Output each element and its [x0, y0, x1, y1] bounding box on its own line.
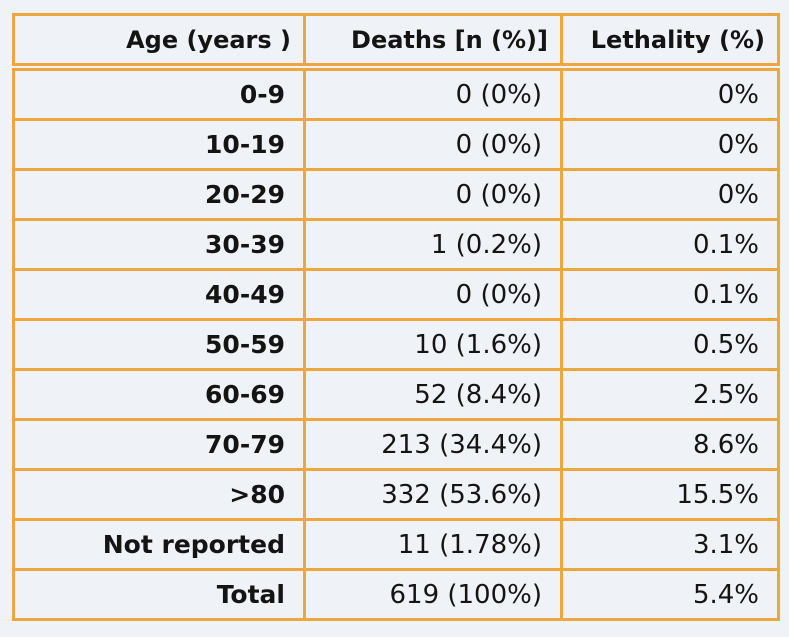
lethality-cell: 5.4% [560, 568, 780, 621]
lethality-cell: 2.5% [560, 368, 780, 421]
table-body: 0-9 0 (0%) 0% 10-19 0 (0%) 0% 20-29 0 (0… [12, 65, 780, 621]
deaths-cell: 52 (8.4%) [303, 368, 563, 421]
deaths-cell: 0 (0%) [303, 168, 563, 221]
deaths-cell: 0 (0%) [303, 65, 563, 121]
lethality-cell: 0% [560, 168, 780, 221]
table-row: >80 332 (53.6%) 15.5% [12, 468, 780, 521]
deaths-cell: 332 (53.6%) [303, 468, 563, 521]
age-cell: Not reported [12, 518, 306, 571]
header-row: Age (years ) Deaths [n (%)] Lethality (%… [12, 13, 780, 71]
table-row: 40-49 0 (0%) 0.1% [12, 268, 780, 321]
age-cell: >80 [12, 468, 306, 521]
table-header: Age (years ) Deaths [n (%)] Lethality (%… [12, 13, 780, 71]
table-row: Not reported 11 (1.78%) 3.1% [12, 518, 780, 571]
age-lethality-table: Age (years ) Deaths [n (%)] Lethality (%… [12, 13, 780, 621]
age-cell: 30-39 [12, 218, 306, 271]
header-deaths: Deaths [n (%)] [303, 13, 563, 71]
lethality-cell: 0.1% [560, 218, 780, 271]
table-row: 10-19 0 (0%) 0% [12, 118, 780, 171]
table-row: 60-69 52 (8.4%) 2.5% [12, 368, 780, 421]
deaths-cell: 10 (1.6%) [303, 318, 563, 371]
lethality-cell: 0.5% [560, 318, 780, 371]
lethality-cell: 15.5% [560, 468, 780, 521]
table-row: 70-79 213 (34.4%) 8.6% [12, 418, 780, 471]
deaths-cell: 0 (0%) [303, 118, 563, 171]
age-cell: 0-9 [12, 65, 306, 121]
lethality-cell: 0% [560, 118, 780, 171]
header-lethality: Lethality (%) [560, 13, 780, 71]
age-cell: 20-29 [12, 168, 306, 221]
table-row: 30-39 1 (0.2%) 0.1% [12, 218, 780, 271]
deaths-cell: 1 (0.2%) [303, 218, 563, 271]
header-age: Age (years ) [12, 13, 306, 71]
age-cell: 40-49 [12, 268, 306, 321]
table-row: 0-9 0 (0%) 0% [12, 65, 780, 121]
age-cell: 70-79 [12, 418, 306, 471]
age-cell: Total [12, 568, 306, 621]
deaths-cell: 619 (100%) [303, 568, 563, 621]
table-row: 20-29 0 (0%) 0% [12, 168, 780, 221]
age-cell: 60-69 [12, 368, 306, 421]
deaths-cell: 0 (0%) [303, 268, 563, 321]
lethality-cell: 3.1% [560, 518, 780, 571]
age-cell: 50-59 [12, 318, 306, 371]
deaths-cell: 213 (34.4%) [303, 418, 563, 471]
deaths-cell: 11 (1.78%) [303, 518, 563, 571]
lethality-cell: 8.6% [560, 418, 780, 471]
lethality-cell: 0% [560, 65, 780, 121]
table-row: Total 619 (100%) 5.4% [12, 568, 780, 621]
age-cell: 10-19 [12, 118, 306, 171]
table-row: 50-59 10 (1.6%) 0.5% [12, 318, 780, 371]
lethality-cell: 0.1% [560, 268, 780, 321]
